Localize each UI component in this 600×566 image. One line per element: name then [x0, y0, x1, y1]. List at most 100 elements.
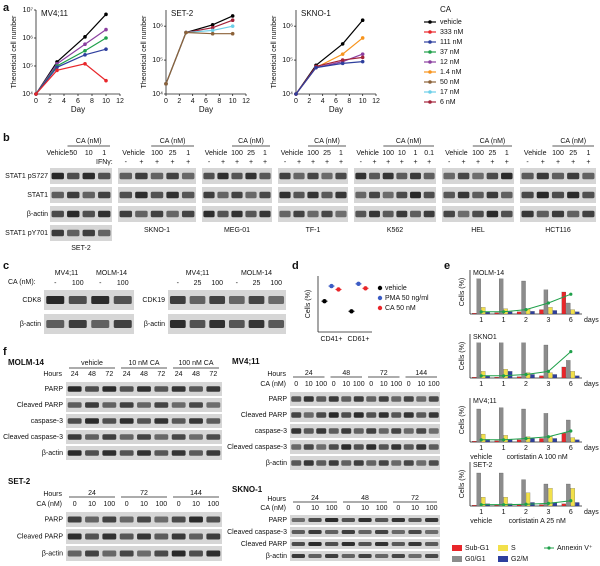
row-label: PARP [268, 396, 287, 403]
blot-band [341, 412, 352, 418]
ifn-value: + [249, 159, 253, 166]
blot-band [248, 320, 265, 328]
blot-band [102, 402, 117, 408]
blot-band [46, 296, 65, 304]
data-point [55, 68, 59, 73]
blot-band [119, 172, 133, 180]
blot-band [181, 191, 195, 199]
blot-band [396, 191, 408, 199]
blot-band [341, 542, 355, 546]
ca-value: 10 [411, 505, 419, 512]
bar [521, 408, 526, 443]
lane-label: Vehicle [122, 150, 145, 157]
blot [354, 206, 436, 222]
lane-label: - [177, 280, 180, 287]
bar [516, 311, 522, 315]
blot-band [428, 428, 439, 434]
blot-band [391, 444, 402, 450]
blot-band [382, 210, 394, 218]
blot-band [403, 428, 414, 434]
series-line [35, 48, 107, 95]
x-tick-label: 8 [90, 98, 94, 105]
blot-band [375, 530, 389, 534]
x-tick-label: 1 [502, 509, 506, 516]
bar [539, 504, 544, 507]
bar [516, 376, 522, 379]
blot-band [428, 460, 439, 466]
ifn-value: + [541, 159, 545, 166]
cell-line-name: TF-1 [306, 227, 321, 234]
blot-band [416, 428, 427, 434]
blot-band [291, 396, 302, 402]
data-point [360, 55, 365, 60]
blot-band [567, 172, 580, 180]
blot-band [171, 402, 186, 408]
lane-label: 100 [211, 280, 223, 287]
ca-value: 10 [342, 381, 350, 388]
blot [44, 314, 134, 334]
legend-label: 12 nM [440, 59, 460, 66]
blot-band [375, 542, 389, 546]
data-point [524, 308, 528, 312]
x-tick-label: 2 [177, 98, 181, 105]
lane-label: 25 [489, 150, 497, 157]
lane-label: 100 [231, 150, 243, 157]
blot-band [259, 210, 271, 218]
x-tick-label: 1 [502, 445, 506, 452]
blot [354, 187, 436, 203]
blot-band [189, 386, 203, 392]
blot-band [135, 210, 148, 218]
data-point [55, 65, 59, 70]
bar [530, 438, 535, 443]
data-point [210, 28, 215, 33]
data-point [546, 501, 551, 505]
data-point [356, 281, 361, 287]
data-point [360, 52, 365, 56]
blot-band [293, 191, 305, 199]
data-point [340, 58, 345, 62]
cell-line-name: MEG-01 [224, 227, 250, 234]
legend-label: G2/M [511, 556, 528, 563]
cell-line-name: MOLM-14 [241, 270, 272, 277]
ifn-value: + [400, 159, 404, 166]
chart-title: SKNO1 [473, 334, 497, 341]
blot-band [369, 191, 380, 199]
blot-band [291, 542, 305, 546]
legend-marker [547, 546, 551, 550]
blot-band [391, 428, 402, 434]
ca-value: 10 [311, 505, 319, 512]
x-unit: days [584, 509, 599, 516]
hours-value: 24 [71, 371, 79, 378]
row-label: β-actin [27, 211, 48, 218]
data-point [230, 18, 235, 23]
blot-band [166, 191, 179, 199]
legend-marker [428, 60, 432, 64]
bar [472, 505, 477, 507]
blot-band [189, 550, 203, 557]
blot-band [403, 460, 414, 466]
data-point [479, 374, 483, 378]
blot-band [189, 533, 203, 540]
blot-band [102, 516, 117, 523]
series-line [35, 29, 107, 95]
bar [476, 472, 481, 507]
blot-band [521, 210, 534, 218]
ca-value: 100 [155, 501, 167, 508]
blot-band [501, 191, 513, 199]
blot-band [391, 554, 405, 558]
bar [530, 374, 535, 379]
data-point [83, 61, 87, 66]
blot-band [353, 460, 364, 466]
x-tick-label: 10 [229, 98, 237, 105]
ifn-value: + [186, 159, 190, 166]
data-point [502, 503, 506, 507]
ifn-value: + [297, 159, 301, 166]
blot-band [248, 296, 265, 304]
bar [575, 375, 580, 379]
data-point [336, 287, 341, 292]
ifn-value: + [139, 159, 143, 166]
blot-band [316, 412, 327, 418]
blot-band [291, 428, 302, 434]
data-point [210, 25, 215, 30]
blot-band [366, 428, 377, 434]
